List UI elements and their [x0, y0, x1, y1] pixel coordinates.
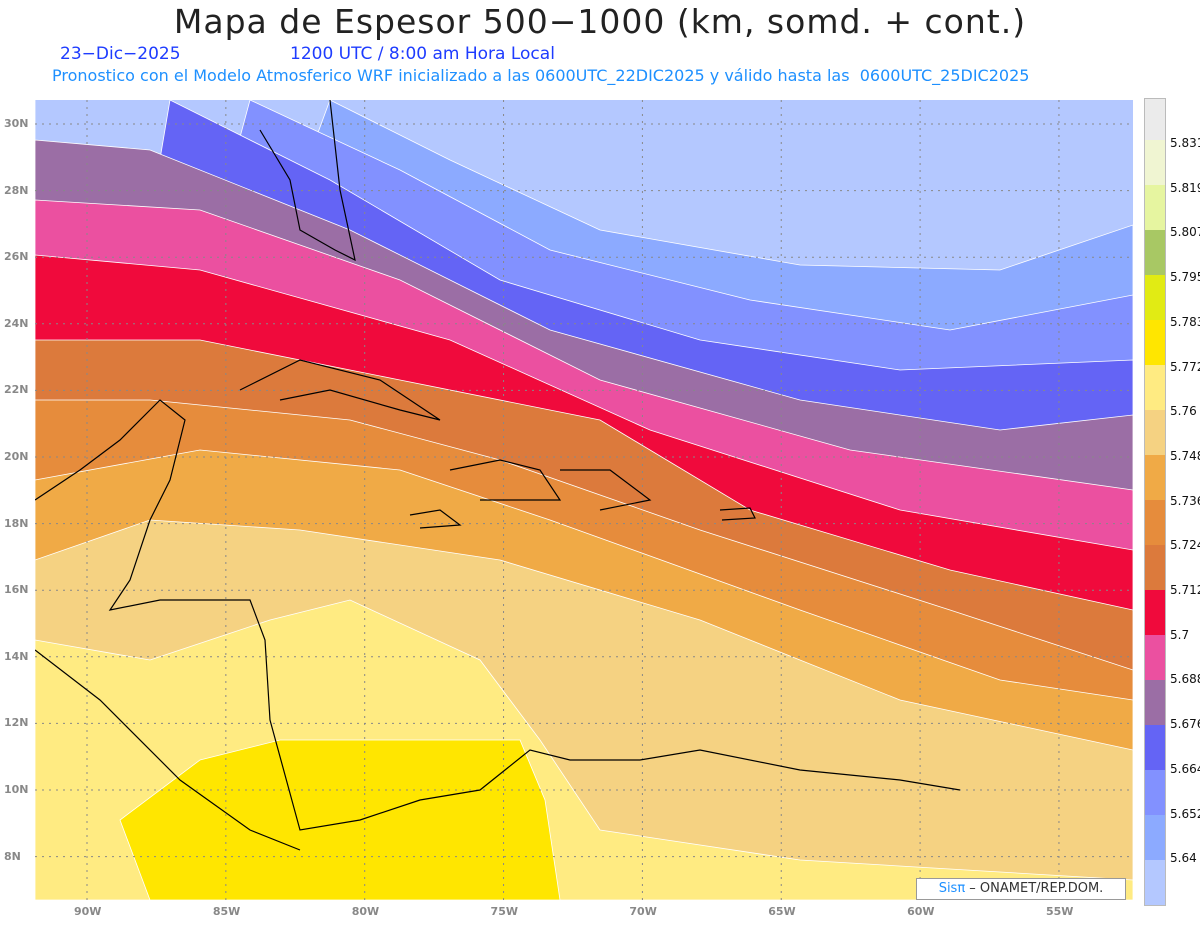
colorbar-label: 5.819: [1170, 180, 1200, 195]
colorbar-swatch: [1145, 679, 1165, 725]
lat-label: 26N: [4, 250, 29, 264]
coastline-puerto-rico: [719, 507, 756, 521]
colorbar-label: 5.664: [1170, 761, 1200, 776]
colorbar: [1144, 98, 1166, 906]
lon-label: 85W: [212, 905, 241, 918]
lat-label: 14N: [4, 649, 29, 663]
lat-label: 30N: [4, 117, 29, 130]
colorbar-swatch: [1145, 544, 1165, 590]
colorbar-label: 5.688: [1170, 672, 1200, 687]
coastline-hispaniola-west: [449, 459, 562, 501]
colorbar-swatch: [1145, 499, 1165, 545]
colorbar-swatch: [1145, 139, 1165, 185]
lon-label: 80W: [351, 905, 380, 918]
coastline-florida: [259, 100, 356, 262]
colorbar-swatch: [1145, 724, 1165, 770]
colorbar-swatch: [1145, 184, 1165, 230]
colorbar-label: 5.7: [1170, 627, 1190, 642]
colorbar-label: 5.807: [1170, 225, 1200, 240]
coastline-cuba: [239, 359, 441, 421]
lat-label: 24N: [4, 316, 29, 330]
colorbar-swatch: [1145, 229, 1165, 275]
colorbar-label: 5.676: [1170, 717, 1200, 732]
map-title: Mapa de Espesor 500−1000 (km, somd. + co…: [173, 2, 1027, 41]
lat-label: 10N: [4, 783, 29, 796]
lon-label: 55W: [1045, 905, 1074, 918]
coastline-jamaica: [409, 509, 462, 529]
colorbar-swatch: [1145, 364, 1165, 410]
colorbar-label: 5.712: [1170, 583, 1200, 597]
colorbar-label: 5.772: [1170, 359, 1200, 374]
sispi-logo: Sisπ – ONAMET/REP.DOM.: [916, 878, 1126, 900]
colorbar-swatch: [1145, 454, 1165, 500]
thickness-map: [35, 100, 1133, 900]
colorbar-label: 5.748: [1170, 448, 1200, 463]
model-subtitle: Pronostico con el Modelo Atmosferico WRF…: [52, 66, 1030, 85]
colorbar-swatch: [1145, 274, 1165, 320]
logo-text: – ONAMET/REP.DOM.: [965, 881, 1104, 896]
colorbar-label: 5.724: [1170, 538, 1200, 553]
colorbar-swatch: [1145, 860, 1165, 906]
colorbar-label: 5.736: [1170, 493, 1200, 508]
colorbar-label: 5.783: [1170, 314, 1200, 329]
lat-label: 16N: [4, 583, 29, 597]
lat-label: 12N: [4, 716, 29, 730]
colorbar-label: 5.76: [1170, 404, 1197, 419]
lat-label: 28N: [4, 183, 29, 197]
lon-label: 65W: [768, 905, 796, 918]
colorbar-swatch: [1145, 634, 1165, 680]
lon-label: 90W: [74, 905, 102, 918]
colorbar-swatch: [1145, 769, 1165, 815]
lat-label: 20N: [4, 450, 29, 463]
colorbar-label: 5.652: [1170, 806, 1200, 821]
coastline-pacific: [35, 649, 301, 851]
forecast-time: 1200 UTC / 8:00 am Hora Local: [290, 44, 555, 64]
logo-brand: Sisπ: [938, 881, 966, 896]
coastline-mainland: [35, 399, 961, 831]
colorbar-swatch: [1145, 409, 1165, 455]
coastline-hispaniola-east: [560, 469, 652, 511]
lat-label: 22N: [4, 383, 29, 397]
lat-label: 8N: [4, 849, 21, 863]
colorbar-swatch: [1145, 589, 1165, 635]
forecast-date: 23−Dic−2025: [60, 44, 181, 64]
lon-label: 70W: [629, 905, 657, 918]
colorbar-swatch: [1145, 99, 1165, 140]
lat-label: 18N: [4, 516, 29, 530]
colorbar-swatch: [1145, 815, 1165, 861]
colorbar-label: 5.795: [1170, 270, 1200, 285]
lon-label: 75W: [490, 905, 518, 918]
colorbar-label: 5.831: [1170, 136, 1200, 150]
colorbar-swatch: [1145, 319, 1165, 365]
lon-label: 60W: [907, 905, 935, 918]
thickness-band-yellow: [119, 739, 561, 900]
colorbar-label: 5.64: [1170, 851, 1197, 866]
